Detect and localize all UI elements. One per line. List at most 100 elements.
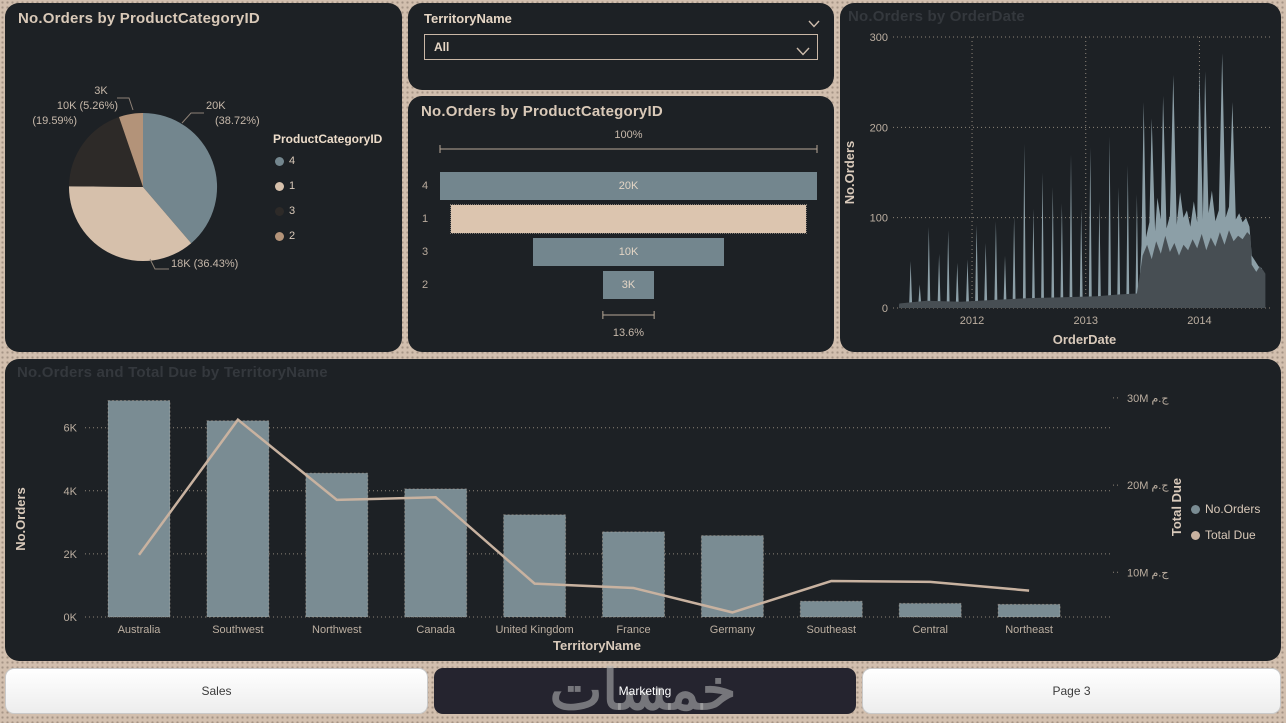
- combo-left-tick: 4K: [64, 486, 78, 498]
- combo-x-tick: Australia: [118, 624, 162, 636]
- combo-x-tick: Central: [912, 624, 947, 636]
- area-y-tick: 0: [882, 303, 888, 315]
- combo-bar-central[interactable]: [898, 602, 962, 618]
- funnel-bar-label: 10K: [618, 246, 639, 258]
- combo-chart[interactable]: 0K 2K 4K 6K 10M ج.م 20M ج.م 30M ج.م Australia So…: [5, 359, 1281, 661]
- pie-slice-2[interactable]: [119, 113, 143, 187]
- pie-chart-title: No.Orders by ProductCategoryID: [18, 10, 260, 27]
- area-x-tick: 2013: [1073, 315, 1097, 327]
- legend-dot-icon: [1191, 504, 1200, 514]
- tab-marketing-label: Marketing: [618, 684, 672, 698]
- territory-dropdown[interactable]: All: [424, 34, 818, 60]
- area-series-overlay[interactable]: [899, 230, 1266, 308]
- area-xaxis-title: OrderDate: [1053, 332, 1117, 347]
- combo-x-tick: Northeast: [1005, 624, 1053, 636]
- pie-chart: [68, 97, 218, 270]
- pie-legend-item-2[interactable]: 2: [275, 230, 295, 242]
- area-x-tick: 2012: [960, 315, 984, 327]
- funnel-row-3: 10K: [440, 238, 817, 266]
- pie-slice-4[interactable]: [143, 112, 218, 244]
- legend-dot-icon: [275, 206, 284, 216]
- legend-dot-icon: [275, 156, 284, 166]
- area-chart-title: No.Orders by OrderDate: [848, 8, 1025, 25]
- funnel-chart-title: No.Orders by ProductCategoryID: [421, 103, 663, 120]
- pie-leader-line: [117, 97, 134, 111]
- combo-bar-germany[interactable]: [700, 535, 764, 618]
- funnel-bottom-percent: 13.6%: [612, 327, 645, 339]
- combo-legend-item-noorders[interactable]: No.Orders: [1191, 502, 1260, 516]
- combo-legend-item-total-due[interactable]: Total Due: [1191, 528, 1256, 542]
- combo-chart-title: No.Orders and Total Due by TerritoryName: [17, 364, 328, 381]
- legend-dot-icon: [275, 231, 284, 241]
- funnel-bar-1[interactable]: [450, 204, 807, 234]
- combo-xaxis-title: TerritoryName: [553, 638, 641, 653]
- tab-sales-label: Sales: [201, 684, 232, 698]
- combo-right-tick: 30M ج.م: [1127, 393, 1169, 405]
- funnel-bar-label: 3K: [621, 279, 636, 291]
- area-x-tick: 2014: [1187, 315, 1211, 327]
- pie-legend-item-3[interactable]: 3: [275, 205, 295, 217]
- combo-bar-southwest[interactable]: [206, 420, 270, 618]
- slicer-title: TerritoryName: [424, 11, 512, 26]
- area-chart-panel: No.Orders by OrderDate 0 100 200 300 2012 201…: [840, 3, 1281, 352]
- funnel-category-label: 1: [422, 213, 429, 225]
- funnel-category-label: 3: [422, 246, 429, 258]
- tab-page3-label: Page 3: [1052, 684, 1091, 698]
- combo-bar-canada[interactable]: [404, 488, 468, 618]
- funnel-bar-2[interactable]: 3K: [602, 271, 655, 299]
- pie-callout-label: 20K: [206, 100, 226, 112]
- tab-sales[interactable]: Sales: [5, 668, 428, 714]
- funnel-bar-3[interactable]: 10K: [532, 238, 725, 266]
- combo-bar-northwest[interactable]: [305, 472, 369, 618]
- area-chart[interactable]: 0 100 200 300 2012 2013 2014 OrderDate No.Orders: [840, 3, 1281, 352]
- combo-x-tick: Canada: [416, 624, 455, 636]
- combo-right-tick: 10M ج.م: [1127, 567, 1169, 579]
- legend-dot-icon: [275, 181, 284, 191]
- combo-bar-southeast[interactable]: [799, 600, 863, 618]
- pie-callout-label: 18K (36.43%): [171, 258, 239, 270]
- tab-marketing[interactable]: Marketing: [434, 668, 856, 714]
- combo-left-tick: 6K: [64, 423, 78, 435]
- dropdown-selected-value: All: [434, 40, 450, 54]
- territory-slicer-panel: TerritoryName All: [408, 3, 834, 90]
- pie-legend-item-4[interactable]: 4: [275, 155, 295, 167]
- area-y-tick: 300: [870, 32, 888, 44]
- funnel-category-label: 4: [422, 180, 429, 192]
- combo-bar-australia[interactable]: [107, 400, 171, 618]
- funnel-bar-4[interactable]: 20K: [440, 172, 817, 200]
- funnel-bar-label: 20K: [618, 180, 639, 192]
- funnel-row-4: 20K: [440, 172, 817, 200]
- pie-leader-line: [149, 258, 169, 270]
- combo-right-axis-title: Total Due: [1169, 478, 1184, 536]
- combo-left-axis-title: No.Orders: [13, 487, 28, 551]
- funnel-top-percent: 100%: [614, 129, 643, 141]
- pie-callout-label: 10K (5.26%): [56, 100, 118, 112]
- chevron-down-icon[interactable]: [808, 15, 820, 28]
- funnel-category-label: 2: [422, 279, 429, 291]
- area-y-tick: 100: [870, 213, 888, 225]
- pie-legend-item-1[interactable]: 1: [275, 180, 295, 192]
- pie-legend-title: ProductCategoryID: [273, 132, 383, 146]
- pie-callout-label: (38.72%): [215, 115, 260, 127]
- funnel-brackets: [439, 145, 818, 319]
- pie-leader-line: [181, 112, 204, 124]
- tab-page3[interactable]: Page 3: [862, 668, 1281, 714]
- combo-x-tick: France: [616, 624, 650, 636]
- area-yaxis-title: No.Orders: [842, 141, 857, 205]
- pie-slice-3[interactable]: [69, 117, 143, 187]
- pie-callout-label: (19.59%): [32, 115, 77, 127]
- combo-x-tick: United Kingdom: [495, 624, 573, 636]
- chevron-down-icon[interactable]: [796, 43, 810, 56]
- combo-chart-panel: No.Orders and Total Due by TerritoryName…: [5, 359, 1281, 661]
- combo-bar-france[interactable]: [602, 531, 665, 618]
- pie-slice-1[interactable]: [68, 186, 192, 262]
- combo-left-tick: 0K: [64, 612, 78, 624]
- funnel-chart-panel: No.Orders by ProductCategoryID 100% 20K 4…: [408, 96, 834, 352]
- area-series-orders[interactable]: [899, 53, 1262, 308]
- combo-bar-northeast[interactable]: [997, 603, 1061, 618]
- combo-line-total-due[interactable]: [137, 417, 1030, 614]
- combo-left-tick: 2K: [64, 549, 78, 561]
- legend-dot-icon: [1191, 530, 1200, 540]
- combo-x-tick: Germany: [710, 624, 756, 636]
